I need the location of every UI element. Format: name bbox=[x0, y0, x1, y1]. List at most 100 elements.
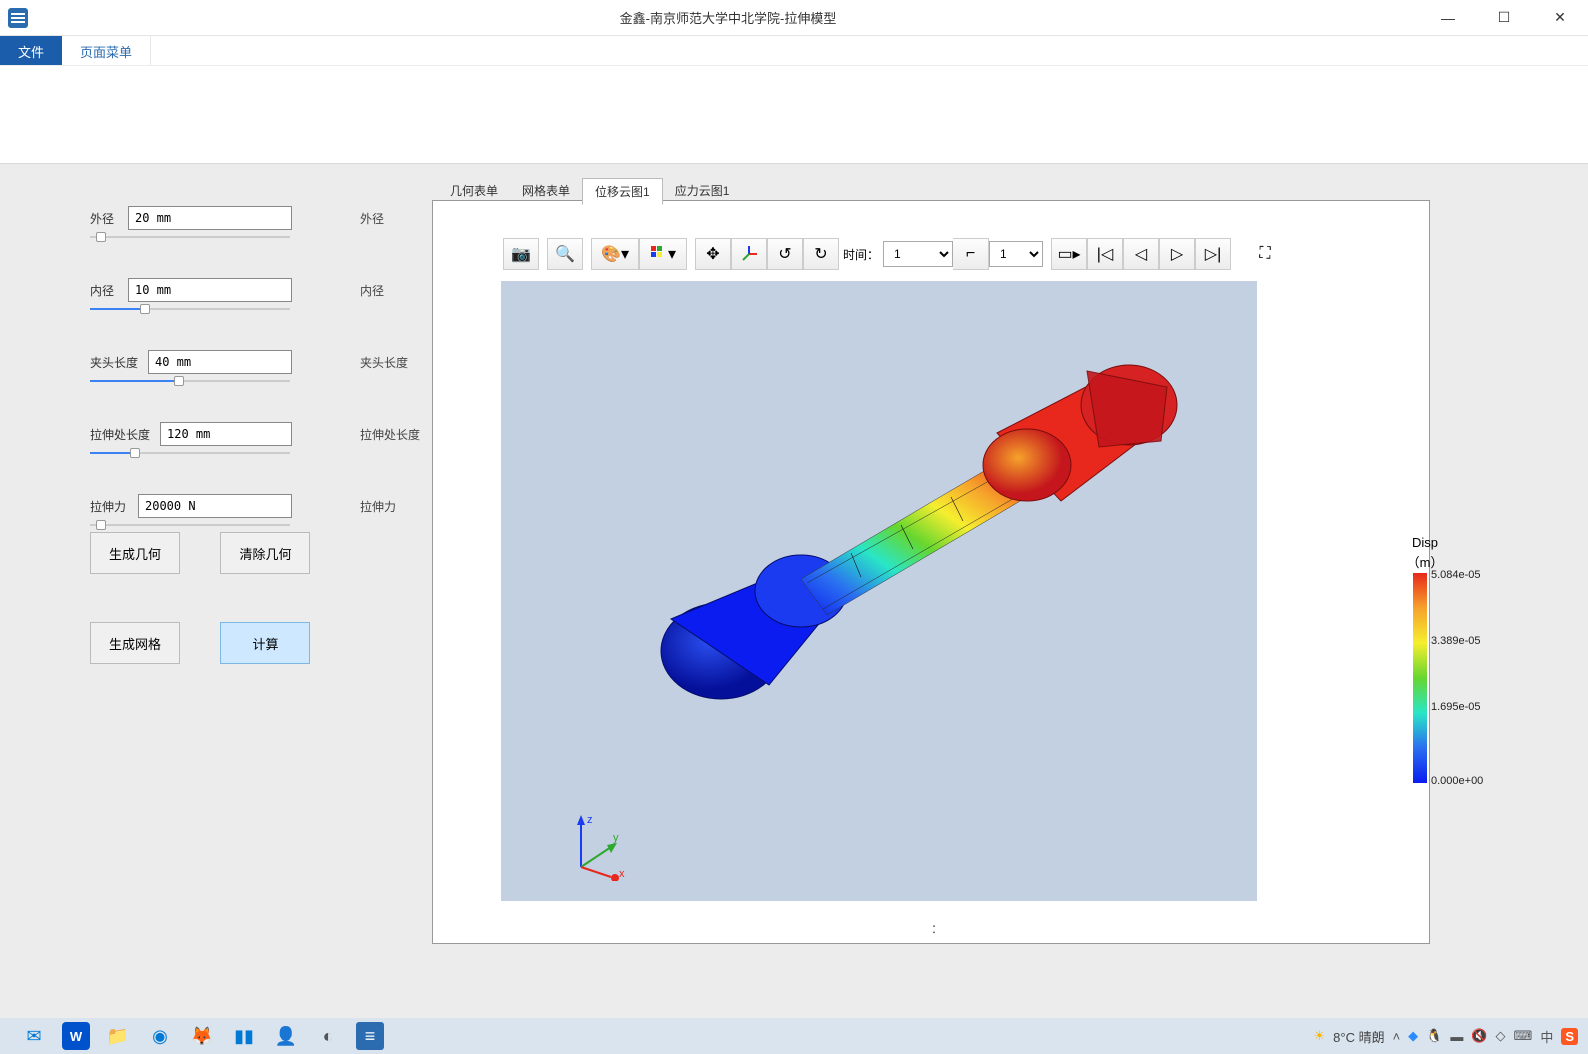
menu-file[interactable]: 文件 bbox=[0, 36, 62, 65]
legend-tick-max: 5.084e-05 bbox=[1431, 569, 1481, 581]
label-outer-diameter: 外径 bbox=[90, 210, 114, 227]
clear-geometry-button[interactable]: 清除几何 bbox=[220, 532, 310, 574]
bracket-icon[interactable]: ⌐ bbox=[953, 238, 989, 270]
legend-bar bbox=[1413, 573, 1427, 783]
legend-tick-min: 0.000e+00 bbox=[1431, 775, 1483, 787]
gen-geometry-button[interactable]: 生成几何 bbox=[90, 532, 180, 574]
slider-inner-diameter[interactable] bbox=[90, 306, 290, 312]
time-label: 时间： bbox=[843, 246, 879, 263]
wps-icon[interactable]: W bbox=[62, 1022, 90, 1050]
rotate-cw-icon[interactable]: ↻ bbox=[803, 238, 839, 270]
label-stretch-length: 拉伸处长度 bbox=[90, 426, 150, 443]
weather-text[interactable]: 8°C 晴朗 bbox=[1333, 1027, 1384, 1046]
viewport-toolbar: 📷 🔍 🎨▾ ▾ ✥ ↺ ↻ 时间： 1 ⌐ 1 ▭▸ |◁ ◁ ▷ ▷| ⛶ bbox=[503, 237, 1283, 271]
input-stretch-force[interactable] bbox=[138, 494, 292, 518]
tab-displacement[interactable]: 位移云图1 bbox=[582, 178, 663, 205]
rotate-ccw-icon[interactable]: ↺ bbox=[767, 238, 803, 270]
taskbar: ✉ W 📁 ◉ 🦊 ▮▮ 👤 ◐ ≡ ☀ 8°C 晴朗 ˄ ◆ 🐧 ▬ 🔇 ◇ … bbox=[0, 1018, 1588, 1054]
status-colon: ： bbox=[931, 920, 943, 937]
input-stretch-length[interactable] bbox=[160, 422, 292, 446]
slider-outer-diameter[interactable] bbox=[90, 234, 290, 240]
cube-icon[interactable]: ▾ bbox=[639, 238, 687, 270]
label-inner-diameter: 内径 bbox=[90, 282, 114, 299]
titlebar: 金鑫-南京师范大学中北学院-拉伸模型 — ☐ ✕ bbox=[0, 0, 1588, 36]
first-frame-icon[interactable]: |◁ bbox=[1087, 238, 1123, 270]
camera-icon[interactable]: 📷 bbox=[503, 238, 539, 270]
tray-volume-icon[interactable]: 🔇 bbox=[1471, 1028, 1487, 1044]
app3-icon[interactable]: ◐ bbox=[314, 1022, 342, 1050]
tray-ime-icon[interactable]: 中 bbox=[1540, 1027, 1553, 1046]
explorer-icon[interactable]: 📁 bbox=[104, 1022, 132, 1050]
input-chuck-length[interactable] bbox=[148, 350, 292, 374]
color-legend: Disp （m） 5.084e-05 3.389e-05 1.695e-05 0… bbox=[1365, 535, 1485, 573]
app1-icon[interactable]: ▮▮ bbox=[230, 1022, 258, 1050]
axes-icon[interactable] bbox=[731, 238, 767, 270]
input-inner-diameter[interactable] bbox=[128, 278, 292, 302]
canvas-3d[interactable]: z y x bbox=[501, 281, 1257, 901]
maximize-button[interactable]: ☐ bbox=[1476, 0, 1532, 36]
close-button[interactable]: ✕ bbox=[1532, 0, 1588, 36]
app2-icon[interactable]: 👤 bbox=[272, 1022, 300, 1050]
legend-tick-mid2: 1.695e-05 bbox=[1431, 701, 1481, 713]
firefox-icon[interactable]: 🦊 bbox=[188, 1022, 216, 1050]
taskbar-icons: ✉ W 📁 ◉ 🦊 ▮▮ 👤 ◐ ≡ bbox=[0, 1022, 384, 1050]
param-outer-diameter: 外径 外径 bbox=[90, 206, 400, 248]
z-axis-label: z bbox=[587, 814, 593, 826]
menu-page[interactable]: 页面菜单 bbox=[62, 36, 151, 65]
axes-gizmo: z y x bbox=[567, 811, 627, 881]
zoom-icon[interactable]: 🔍 bbox=[547, 238, 583, 270]
tray-sogou-icon[interactable]: S bbox=[1561, 1028, 1578, 1045]
system-tray: ☀ 8°C 晴朗 ˄ ◆ 🐧 ▬ 🔇 ◇ ⌨ 中 S bbox=[1313, 1027, 1588, 1046]
param-stretch-length: 拉伸处长度 拉伸处长度 bbox=[90, 422, 400, 464]
window-controls: — ☐ ✕ bbox=[1420, 0, 1588, 36]
pan-icon[interactable]: ✥ bbox=[695, 238, 731, 270]
prev-frame-icon[interactable]: ◁ bbox=[1123, 238, 1159, 270]
slider-stretch-length[interactable] bbox=[90, 450, 290, 456]
action-buttons: 生成几何 清除几何 生成网格 计算 bbox=[90, 532, 346, 712]
tray-wifi-icon[interactable]: ◇ bbox=[1496, 1028, 1506, 1044]
slider-chuck-length[interactable] bbox=[90, 378, 290, 384]
app-icon bbox=[0, 0, 36, 36]
label-chuck-length: 夹头长度 bbox=[90, 354, 138, 371]
workarea: 外径 外径 内径 内径 夹头长度 夹头长度 拉伸处长度 bbox=[0, 164, 1588, 1018]
compute-button[interactable]: 计算 bbox=[220, 622, 310, 664]
palette-icon[interactable]: 🎨▾ bbox=[591, 238, 639, 270]
tray-battery-icon[interactable]: ▬ bbox=[1450, 1029, 1463, 1044]
time-select[interactable]: 1 bbox=[883, 241, 953, 267]
label-right-outer-diameter: 外径 bbox=[360, 210, 384, 227]
param-stretch-force: 拉伸力 拉伸力 bbox=[90, 494, 400, 536]
minimize-button[interactable]: — bbox=[1420, 0, 1476, 36]
params-panel: 外径 外径 内径 内径 夹头长度 夹头长度 拉伸处长度 bbox=[90, 206, 400, 566]
mail-icon[interactable]: ✉ bbox=[20, 1022, 48, 1050]
label-right-inner-diameter: 内径 bbox=[360, 282, 384, 299]
x-axis-label: x bbox=[619, 868, 625, 880]
tray-chevron-icon[interactable]: ˄ bbox=[1393, 1029, 1401, 1044]
ribbon-area bbox=[0, 66, 1588, 164]
legend-title-1: Disp bbox=[1365, 535, 1485, 550]
video-icon[interactable]: ▭▸ bbox=[1051, 238, 1087, 270]
current-app-icon[interactable]: ≡ bbox=[356, 1022, 384, 1050]
play-icon[interactable]: ▷ bbox=[1159, 238, 1195, 270]
next-frame-icon[interactable]: ▷| bbox=[1195, 238, 1231, 270]
label-right-stretch-force: 拉伸力 bbox=[360, 498, 396, 515]
edge-icon[interactable]: ◉ bbox=[146, 1022, 174, 1050]
tray-app-icon[interactable]: ◆ bbox=[1408, 1028, 1418, 1044]
legend-tick-mid1: 3.389e-05 bbox=[1431, 635, 1481, 647]
gen-mesh-button[interactable]: 生成网格 bbox=[90, 622, 180, 664]
y-axis-label: y bbox=[613, 832, 619, 844]
viewport: 📷 🔍 🎨▾ ▾ ✥ ↺ ↻ 时间： 1 ⌐ 1 ▭▸ |◁ ◁ ▷ ▷| ⛶ bbox=[432, 200, 1430, 944]
param-chuck-length: 夹头长度 夹头长度 bbox=[90, 350, 400, 392]
frame-select[interactable]: 1 bbox=[989, 241, 1043, 267]
tray-keyboard-icon[interactable]: ⌨ bbox=[1514, 1028, 1533, 1044]
fullscreen-icon[interactable]: ⛶ bbox=[1247, 238, 1283, 270]
label-right-stretch-length: 拉伸处长度 bbox=[360, 426, 420, 443]
param-inner-diameter: 内径 内径 bbox=[90, 278, 400, 320]
menubar: 文件 页面菜单 bbox=[0, 36, 1588, 66]
tray-qq-icon[interactable]: 🐧 bbox=[1426, 1028, 1442, 1044]
weather-icon[interactable]: ☀ bbox=[1313, 1028, 1325, 1044]
slider-stretch-force[interactable] bbox=[90, 522, 290, 528]
label-right-chuck-length: 夹头长度 bbox=[360, 354, 408, 371]
window-title: 金鑫-南京师范大学中北学院-拉伸模型 bbox=[36, 8, 1420, 27]
input-outer-diameter[interactable] bbox=[128, 206, 292, 230]
label-stretch-force: 拉伸力 bbox=[90, 498, 126, 515]
